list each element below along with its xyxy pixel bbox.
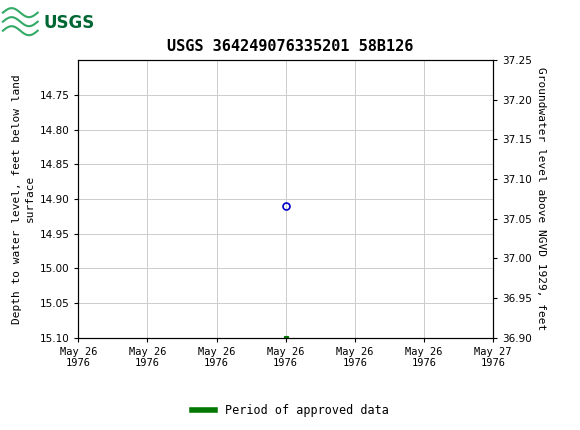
Text: USGS: USGS — [44, 14, 95, 31]
Legend: Period of approved data: Period of approved data — [187, 399, 393, 422]
Y-axis label: Groundwater level above NGVD 1929, feet: Groundwater level above NGVD 1929, feet — [536, 67, 546, 331]
Text: USGS 364249076335201 58B126: USGS 364249076335201 58B126 — [167, 39, 413, 54]
Y-axis label: Depth to water level, feet below land
surface: Depth to water level, feet below land su… — [12, 74, 35, 324]
FancyBboxPatch shape — [3, 3, 70, 42]
